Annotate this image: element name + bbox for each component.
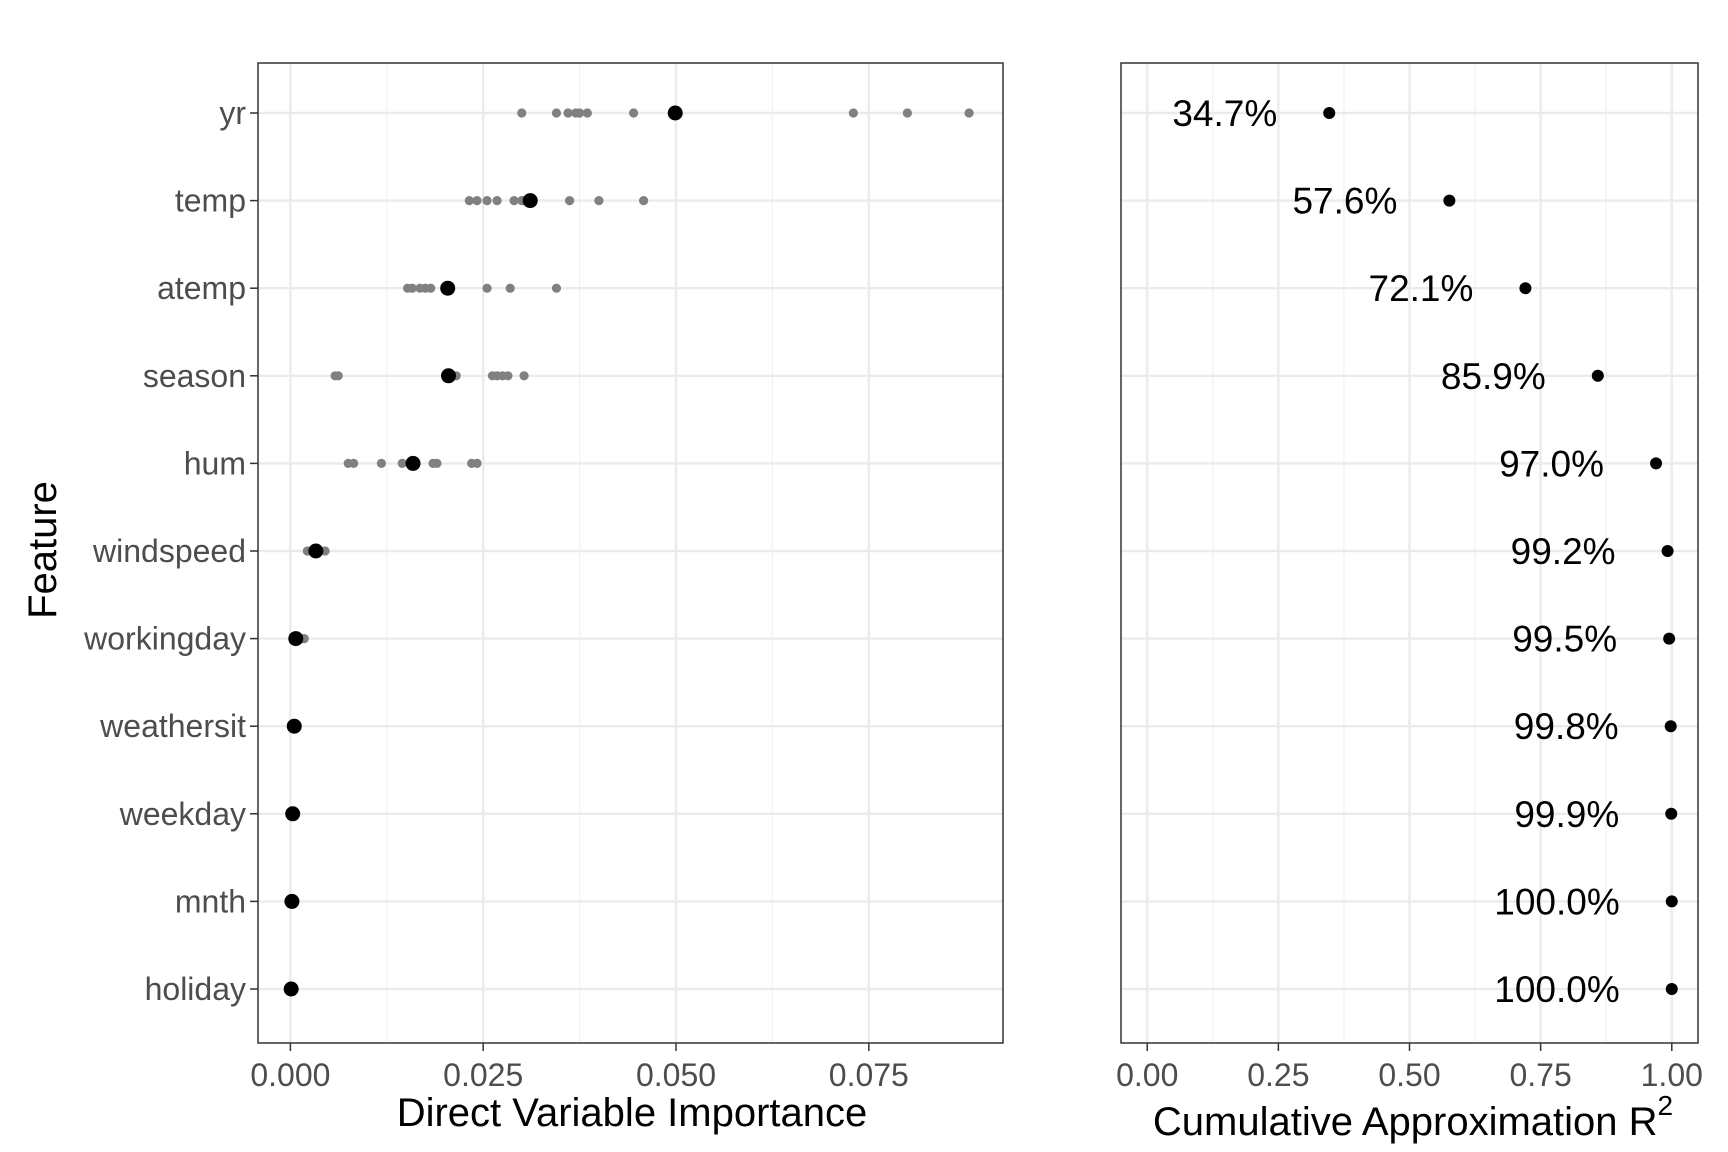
replicate-point-hum	[349, 458, 359, 468]
replicate-point-temp	[492, 196, 502, 206]
y-tick-label-workingday: workingday	[83, 621, 246, 657]
mean-point-season	[440, 368, 456, 384]
mean-point-atemp	[440, 280, 456, 296]
replicate-point-yr	[563, 108, 573, 118]
replicate-point-hum	[376, 458, 386, 468]
r2-value-label-holiday: 100.0%	[1494, 969, 1620, 1010]
r-squared-panel: 34.7% 57.6% 72.1% 85.9% 97.0% 99.2% 99.5% 99.8%…	[1116, 62, 1703, 1093]
replicate-point-yr	[551, 108, 562, 118]
y-axis-title: Feature	[21, 481, 65, 619]
x-axis-title-superscript: 2	[1658, 1090, 1674, 1121]
mean-point-temp	[522, 193, 538, 209]
x-tick-label: 0.000	[250, 1057, 330, 1093]
replicate-point-yr	[517, 108, 527, 118]
r2-point-mnth	[1665, 895, 1678, 908]
x-axis-title-r-squared-main: Cumulative Approximation R	[1153, 1100, 1658, 1144]
x-tick-label: 1.00	[1641, 1057, 1703, 1093]
r2-value-label-hum: 97.0%	[1499, 443, 1604, 484]
replicate-point-yr	[574, 108, 585, 118]
replicate-point-hum	[397, 458, 407, 468]
r2-value-label-mnth: 100.0%	[1494, 881, 1620, 922]
r2-point-holiday	[1665, 983, 1678, 995]
x-tick-label: 0.25	[1247, 1057, 1309, 1093]
y-tick-label-mnth: mnth	[175, 883, 246, 919]
r2-value-label-workingday: 99.5%	[1512, 619, 1617, 660]
replicate-point-season	[503, 371, 513, 381]
mean-point-weathersit	[286, 718, 302, 734]
y-tick-label-weekday: weekday	[119, 796, 246, 832]
mean-point-hum	[405, 455, 421, 471]
x-tick-label: 0.075	[829, 1057, 909, 1093]
x-tick-label: 0.025	[443, 1057, 523, 1093]
replicate-point-yr	[848, 108, 858, 118]
x-tick-label: 0.50	[1378, 1057, 1440, 1093]
replicate-point-yr	[964, 108, 974, 118]
y-tick-label-atemp: atemp	[157, 270, 246, 306]
replicate-point-yr	[628, 108, 639, 118]
replicate-point-temp	[464, 196, 474, 206]
replicate-point-hum	[472, 458, 482, 468]
replicate-point-temp	[594, 196, 604, 206]
r2-point-season	[1591, 369, 1604, 382]
x-tick-label: 0.00	[1116, 1057, 1178, 1093]
y-tick-label-yr: yr	[219, 95, 246, 131]
r2-point-yr	[1323, 107, 1336, 119]
replicate-point-temp	[564, 196, 575, 206]
mean-point-mnth	[284, 893, 300, 909]
mean-point-weekday	[285, 806, 301, 822]
x-tick-label: 0.75	[1509, 1057, 1571, 1093]
r2-point-weathersit	[1664, 720, 1677, 733]
replicate-point-atemp	[551, 283, 562, 293]
replicate-point-temp	[639, 196, 649, 206]
mean-point-yr	[667, 105, 683, 121]
importance-panel: 0.000 0.025 0.050 0.075 yr temp atemp season hum…	[83, 62, 1004, 1093]
replicate-point-temp	[482, 196, 492, 206]
y-tick-label-season: season	[143, 358, 246, 394]
y-tick-label-hum: hum	[184, 445, 246, 481]
replicate-point-temp	[509, 196, 519, 206]
y-tick-label-temp: temp	[175, 183, 246, 219]
r2-point-atemp	[1519, 282, 1532, 295]
r2-value-label-temp: 57.6%	[1292, 181, 1397, 222]
y-tick-label-windspeed: windspeed	[92, 533, 246, 569]
replicate-point-atemp	[505, 283, 515, 293]
replicate-point-atemp	[482, 283, 492, 293]
replicate-point-season	[333, 371, 343, 381]
panel-border	[257, 62, 1004, 1044]
replicate-point-atemp	[407, 283, 417, 293]
r2-point-temp	[1443, 194, 1456, 207]
r2-value-label-weekday: 99.9%	[1514, 794, 1619, 835]
r2-point-windspeed	[1661, 545, 1674, 557]
replicate-point-season	[519, 371, 529, 381]
x-tick-label: 0.050	[636, 1057, 716, 1093]
replicate-point-yr	[582, 108, 592, 118]
y-tick-label-holiday: holiday	[145, 971, 246, 1007]
replicate-point-hum	[432, 458, 442, 468]
mean-point-windspeed	[308, 543, 324, 559]
replicate-point-atemp	[426, 283, 436, 293]
y-tick-label-weathersit: weathersit	[99, 708, 246, 744]
mean-point-workingday	[288, 631, 304, 647]
r2-value-label-season: 85.9%	[1441, 356, 1546, 397]
x-axis-title-r-squared: Cumulative Approximation R2	[1153, 1090, 1673, 1144]
replicate-point-temp	[472, 196, 482, 206]
r2-value-label-windspeed: 99.2%	[1511, 531, 1616, 572]
r2-point-workingday	[1663, 632, 1676, 645]
r2-value-label-weathersit: 99.8%	[1514, 706, 1619, 747]
x-axis-title-importance: Direct Variable Importance	[397, 1091, 868, 1135]
replicate-point-yr	[902, 108, 912, 118]
r2-value-label-yr: 34.7%	[1172, 93, 1277, 134]
r2-point-hum	[1650, 457, 1663, 470]
r2-value-label-atemp: 72.1%	[1369, 268, 1474, 309]
mean-point-holiday	[283, 981, 299, 997]
r2-point-weekday	[1665, 807, 1678, 820]
